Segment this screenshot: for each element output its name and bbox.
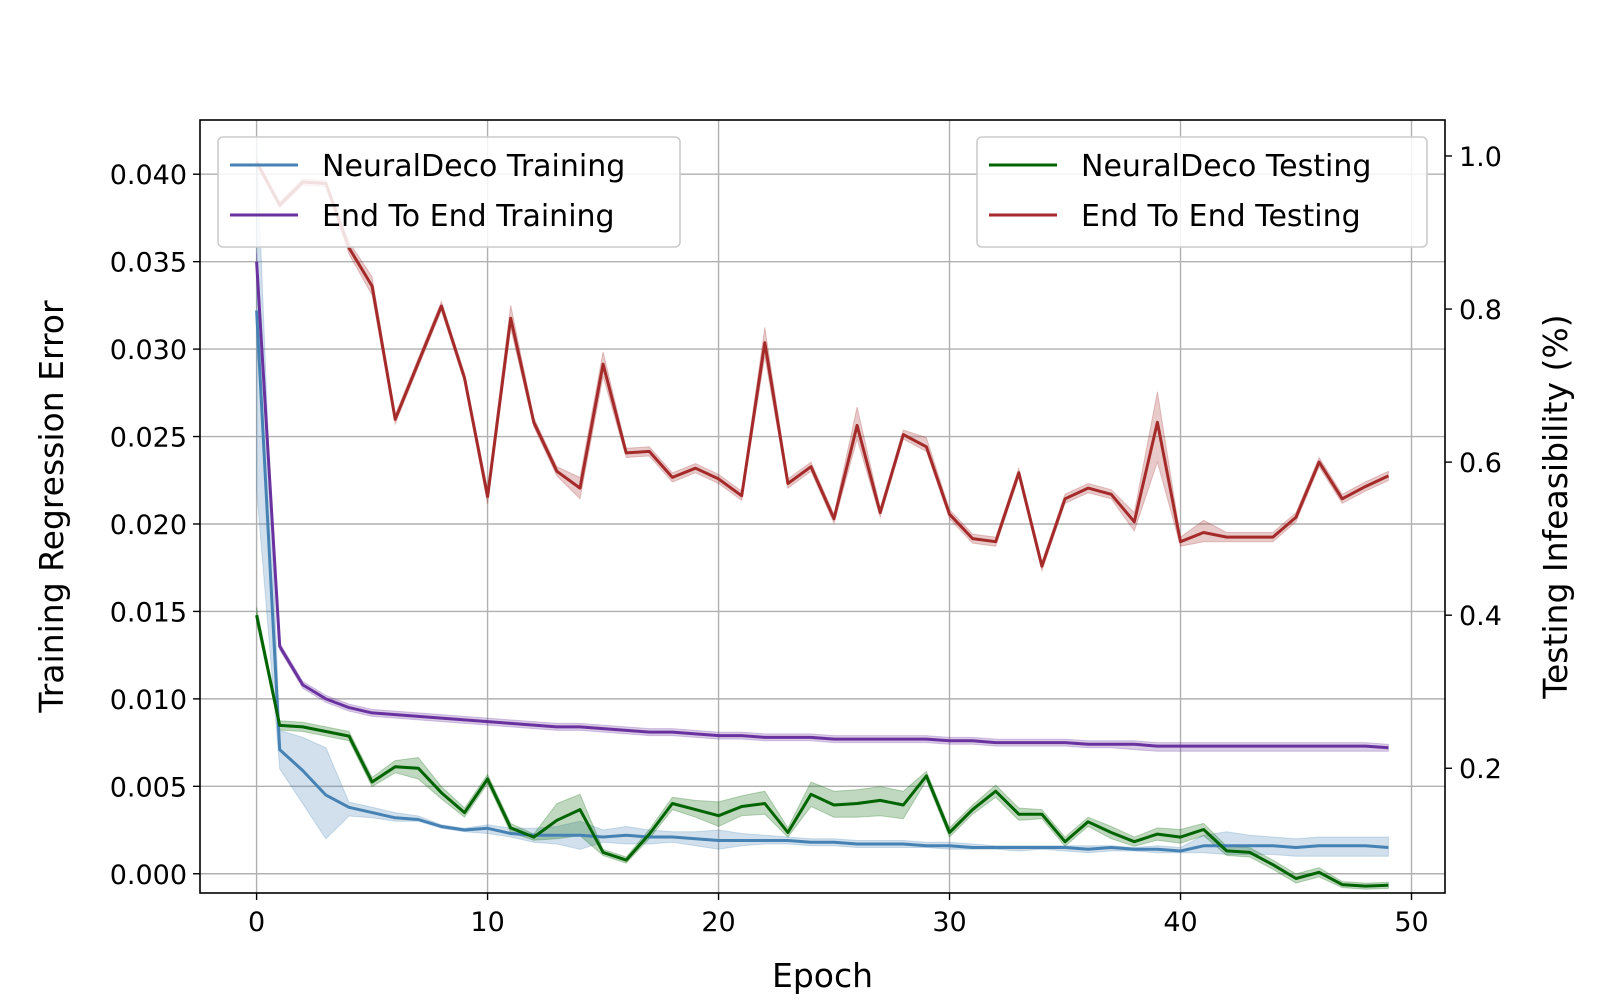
neuraldeco-testing-line <box>255 614 1389 888</box>
left-y-axis-title: Training Regression Error <box>32 300 71 714</box>
right-y-tick-label: 1.0 <box>1459 142 1502 173</box>
end-to-end-testing-line <box>255 161 1390 568</box>
confidence-bands <box>256 139 1389 890</box>
right-y-axis-title: Testing Infeasibility (%) <box>1536 314 1575 699</box>
x-tick-label: 10 <box>470 907 504 938</box>
legend-label: NeuralDeco Testing <box>1081 149 1371 184</box>
legend-box <box>217 136 681 248</box>
x-tick-label: 0 <box>248 907 265 938</box>
x-tick-label: 20 <box>701 907 735 938</box>
legend-label: NeuralDeco Training <box>322 149 625 184</box>
end-to-end-training-line <box>255 261 1389 750</box>
legend-label: End To End Training <box>322 199 615 234</box>
neuraldeco-training-line <box>255 310 1389 853</box>
x-tick-label: 40 <box>1163 907 1197 938</box>
neuraldeco-testing-band <box>256 607 1389 890</box>
axis-ticks: 0 10 20 30 40 50 0.000 0.005 0.010 0.015 0.020 0.02… <box>110 142 1502 938</box>
left-y-tick-label: 0.020 <box>110 510 187 541</box>
right-y-tick-label: 0.6 <box>1459 448 1502 479</box>
left-y-tick-label: 0.000 <box>110 860 187 891</box>
plot-area-frame <box>199 119 1446 894</box>
left-y-tick-label: 0.010 <box>110 685 187 716</box>
grid-lines <box>200 120 1445 893</box>
legend-upper-left: NeuralDeco Training End To End Training <box>217 136 681 248</box>
neuraldeco-training-band <box>256 139 1389 857</box>
left-y-tick-label: 0.015 <box>110 597 187 628</box>
left-y-tick-label: 0.040 <box>110 160 187 191</box>
legend-upper-right: NeuralDeco Testing End To End Testing <box>976 136 1428 248</box>
left-y-tick-label: 0.005 <box>110 772 187 803</box>
end-to-end-testing-band <box>256 158 1389 573</box>
left-y-tick-label: 0.030 <box>110 335 187 366</box>
left-y-tick-label: 0.035 <box>110 248 187 279</box>
x-axis-title: Epoch <box>772 956 873 995</box>
legend-box <box>976 136 1428 248</box>
x-tick-label: 30 <box>932 907 966 938</box>
left-y-tick-label: 0.025 <box>110 423 187 454</box>
legend-label: End To End Testing <box>1081 199 1361 234</box>
series-lines <box>255 161 1390 888</box>
right-y-tick-label: 0.2 <box>1459 754 1502 785</box>
x-tick-label: 50 <box>1394 907 1428 938</box>
end-to-end-training-band <box>256 252 1389 752</box>
right-y-tick-label: 0.4 <box>1459 601 1502 632</box>
right-y-tick-label: 0.8 <box>1459 295 1502 326</box>
